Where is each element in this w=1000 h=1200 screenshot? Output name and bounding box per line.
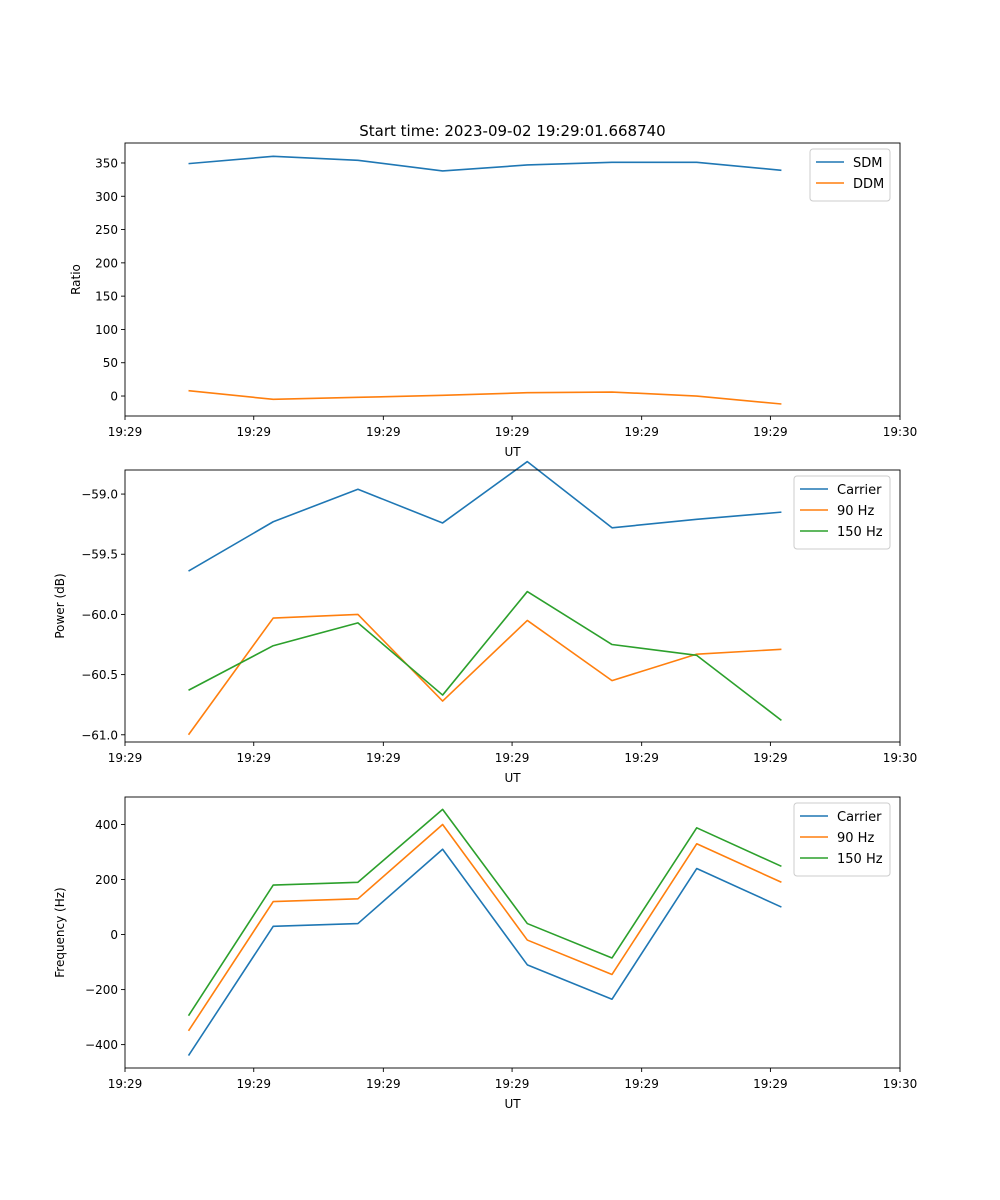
legend: SDM DDM: [809, 148, 891, 202]
y-tick-label: −60.0: [81, 608, 118, 622]
legend: Carrier 90 Hz 150 Hz: [793, 475, 891, 550]
x-tick-label: 19:29: [366, 1077, 401, 1091]
x-tick-label: 19:29: [624, 751, 659, 765]
y-tick-label: −59.0: [81, 488, 118, 502]
x-tick-label: 19:29: [366, 751, 401, 765]
y-tick-label: −59.5: [81, 548, 118, 562]
x-tick-label: 19:29: [624, 1077, 659, 1091]
x-tick-label: 19:29: [753, 751, 788, 765]
y-tick-label: −200: [85, 983, 118, 997]
figure-title: Start time: 2023-09-02 19:29:01.668740: [359, 122, 665, 140]
legend-label: DDM: [853, 177, 884, 192]
x-tick-label: 19:29: [495, 425, 530, 439]
y-tick-label: 0: [110, 928, 118, 942]
x-axis-label: UT: [504, 1097, 521, 1111]
x-tick-label: 19:29: [236, 1077, 271, 1091]
y-tick-label: 100: [95, 323, 118, 337]
x-tick-label: 19:29: [495, 751, 530, 765]
legend-label: 90 Hz: [837, 831, 874, 846]
x-tick-label: 19:29: [108, 1077, 143, 1091]
y-tick-label: 350: [95, 156, 118, 170]
legend-label: 90 Hz: [837, 504, 874, 519]
x-axis-label: UT: [504, 771, 521, 785]
y-tick-label: 200: [95, 256, 118, 270]
x-tick-label: 19:29: [366, 425, 401, 439]
y-tick-label: 0: [110, 390, 118, 404]
legend-label: SDM: [853, 156, 882, 171]
series-line-sdm: [188, 155, 782, 172]
y-tick-label: 200: [95, 873, 118, 887]
series-line-150-hz: [188, 590, 782, 721]
y-axis-label: Frequency (Hz): [53, 887, 67, 978]
y-tick-label: −400: [85, 1038, 118, 1052]
y-tick-label: 50: [103, 356, 118, 370]
series-line-carrier: [187, 848, 782, 1057]
x-tick-label: 19:29: [495, 1077, 530, 1091]
series-line-90-hz: [187, 613, 782, 736]
legend-label: Carrier: [837, 483, 882, 498]
y-tick-label: 300: [95, 190, 118, 204]
series-line-150-hz: [187, 808, 782, 1017]
series-line-carrier: [188, 460, 782, 572]
x-tick-label: 19:29: [236, 425, 271, 439]
subplot-2: 19:29 19:29 19:29 19:29 19:29 19:29 19:30 −59.0…: [53, 460, 918, 785]
x-tick-label: 19:30: [883, 1077, 918, 1091]
y-tick-label: −60.5: [81, 668, 118, 682]
x-axis-label: UT: [504, 445, 521, 459]
legend-label: Carrier: [837, 810, 882, 825]
legend-label: 150 Hz: [837, 852, 883, 867]
series-line-ddm: [188, 389, 782, 405]
plots: 19:29 19:29 19:29 19:29 19:29 19:29 19:30 0 50 10…: [53, 142, 918, 1111]
y-axis-label: Power (dB): [53, 573, 67, 638]
y-tick-label: 150: [95, 290, 118, 304]
x-tick-label: 19:29: [108, 751, 143, 765]
y-tick-label: 250: [95, 223, 118, 237]
x-tick-label: 19:30: [883, 425, 918, 439]
x-tick-label: 19:29: [753, 1077, 788, 1091]
series-line-90-hz: [187, 823, 782, 1032]
x-tick-label: 19:29: [753, 425, 788, 439]
y-tick-label: −61.0: [81, 728, 118, 742]
y-axis-label: Ratio: [69, 264, 83, 295]
legend-label: 150 Hz: [837, 525, 883, 540]
subplot-3: 19:29 19:29 19:29 19:29 19:29 19:29 19:30 400 20…: [53, 796, 918, 1111]
x-tick-label: 19:29: [108, 425, 143, 439]
x-tick-label: 19:30: [883, 751, 918, 765]
legend: Carrier 90 Hz 150 Hz: [793, 802, 891, 877]
x-tick-label: 19:29: [624, 425, 659, 439]
x-tick-label: 19:29: [236, 751, 271, 765]
subplot-1: 19:29 19:29 19:29 19:29 19:29 19:29 19:30 0 50 10…: [69, 142, 918, 459]
y-tick-label: 400: [95, 818, 118, 832]
